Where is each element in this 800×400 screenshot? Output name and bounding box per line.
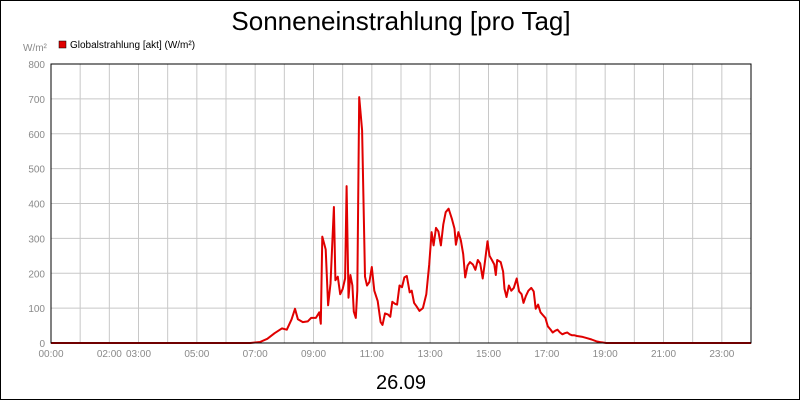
y-tick-label: 400 [28, 200, 45, 211]
y-tick-label: 800 [28, 60, 45, 71]
y-axis-ticks: 0 100 200 300 400 500 600 700 800 [28, 60, 45, 350]
x-tick-label: 07:00 [243, 349, 268, 360]
x-tick-label: 23:00 [709, 349, 734, 360]
x-tick-label: 11:00 [360, 349, 385, 360]
y-tick-label: 600 [28, 130, 45, 141]
chart-title: Sonneneinstrahlung [pro Tag] [231, 6, 570, 36]
x-tick-label: 00:00 [38, 349, 63, 360]
x-tick-label: 03:00 [126, 349, 151, 360]
y-tick-label: 200 [28, 269, 45, 280]
grid-lines [51, 64, 751, 343]
x-tick-label: 02:00 [97, 349, 122, 360]
y-tick-label: 300 [28, 234, 45, 245]
x-axis-ticks: 00:00 02:00 03:00 05:00 07:00 09:00 11:00 13:00… [38, 349, 734, 360]
x-tick-label: 15:00 [476, 349, 501, 360]
x-tick-label: 13:00 [418, 349, 443, 360]
series-layer [51, 96, 751, 344]
legend-swatch [58, 40, 67, 49]
x-tick-label: 19:00 [593, 349, 618, 360]
y-tick-label: 700 [28, 95, 45, 106]
y-tick-label: 100 [28, 304, 45, 315]
plot-border [50, 63, 752, 344]
x-tick-label: 05:00 [184, 349, 209, 360]
y-tick-label: 0 [39, 339, 45, 350]
x-tick-label: 21:00 [651, 349, 676, 360]
x-tick-label: 09:00 [301, 349, 326, 360]
x-tick-label: 17:00 [534, 349, 559, 360]
y-tick-label: 500 [28, 165, 45, 176]
date-label: 26.09 [376, 372, 426, 394]
legend-label: Globalstrahlung [akt] (W/m²) [70, 40, 195, 51]
series-line-globalstrahlung [51, 96, 751, 344]
y-unit-label: W/m² [23, 43, 48, 54]
